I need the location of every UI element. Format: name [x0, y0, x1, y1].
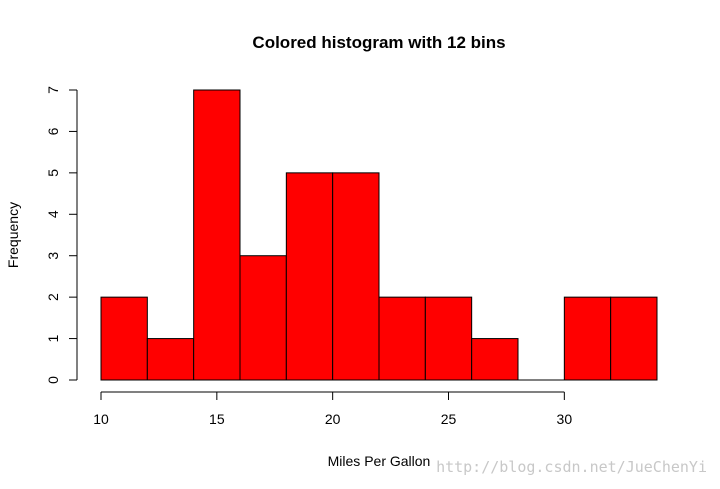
watermark: http://blog.csdn.net/JueChenYi [436, 458, 707, 476]
histogram-bar [610, 296, 658, 381]
histogram-bar [193, 89, 241, 381]
x-tick-label: 25 [441, 411, 457, 427]
y-tick-label: 3 [45, 252, 61, 260]
histogram-bar [146, 338, 195, 381]
y-axis-label: Frequency [5, 202, 21, 268]
x-tick-label: 30 [557, 411, 573, 427]
y-tick-label: 2 [45, 293, 61, 301]
y-tick-label: 5 [45, 169, 61, 177]
chart-title: Colored histogram with 12 bins [252, 33, 505, 52]
y-tick-label: 1 [45, 334, 61, 342]
histogram-bar [378, 296, 426, 381]
x-axis-label: Miles Per Gallon [328, 453, 431, 469]
histogram-bar [285, 172, 334, 381]
y-axis: 0 1 2 3 4 5 6 7 [45, 86, 78, 384]
y-tick-label: 4 [45, 210, 61, 218]
x-tick-label: 10 [93, 411, 109, 427]
y-tick-label: 0 [45, 376, 61, 384]
x-tick-label: 15 [209, 411, 225, 427]
histogram-bar [424, 296, 473, 381]
bars [100, 89, 658, 381]
x-tick-label: 20 [325, 411, 341, 427]
y-tick-label: 7 [45, 86, 61, 94]
histogram-bar [239, 255, 287, 381]
histogram-bar [332, 172, 380, 381]
histogram-bar [100, 296, 148, 381]
x-axis: 10 15 20 25 30 [93, 391, 573, 427]
histogram-bar [471, 338, 519, 381]
histogram-bar [563, 296, 612, 381]
y-tick-label: 6 [45, 127, 61, 135]
